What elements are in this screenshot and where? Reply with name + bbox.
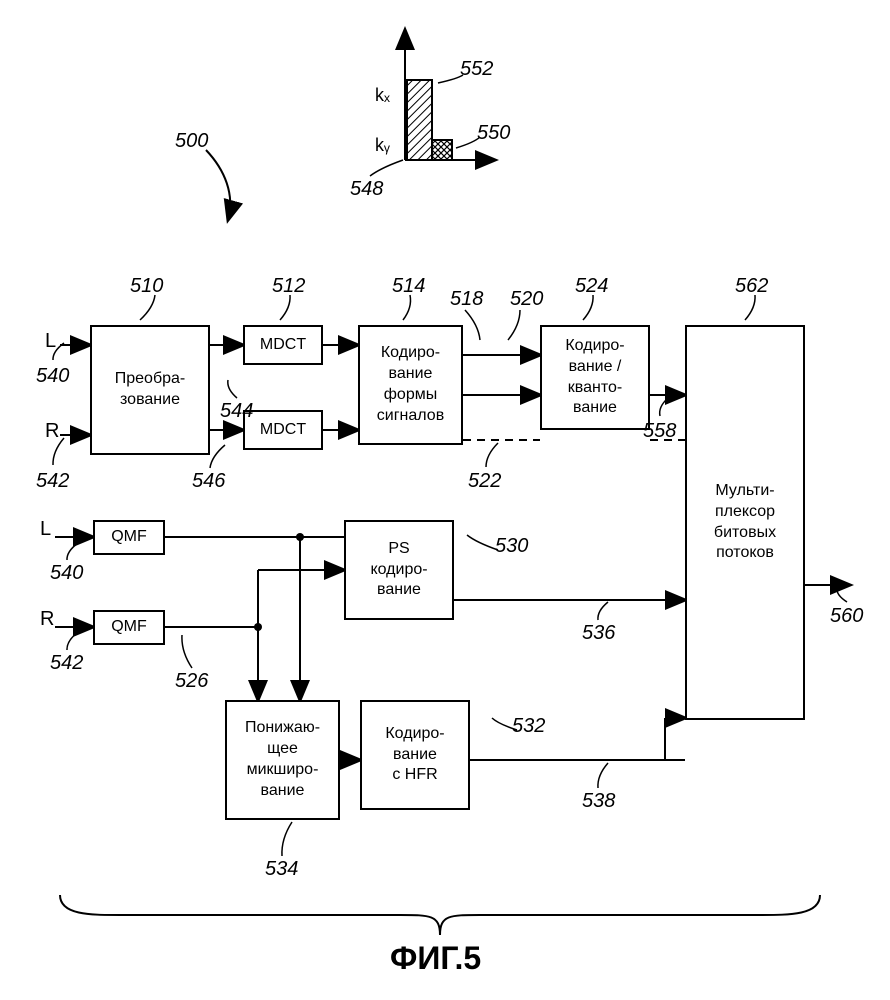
input-R2: R — [40, 608, 54, 631]
box-hfr: Кодиро-ваниес HFR — [360, 700, 470, 810]
ref-540b: 540 — [50, 562, 83, 585]
ref-520: 520 — [510, 288, 543, 311]
ref-540a: 540 — [36, 365, 69, 388]
ref-552: 552 — [460, 58, 493, 81]
input-L1: L — [45, 330, 56, 353]
ref-526: 526 — [175, 670, 208, 693]
ref-542b: 542 — [50, 652, 83, 675]
ref-558: 558 — [643, 420, 676, 443]
ref-532: 532 — [512, 715, 545, 738]
box-mdct1: MDCT — [243, 325, 323, 365]
ref-550: 550 — [477, 122, 510, 145]
box-qmf1: QMF — [93, 520, 165, 555]
ref-500: 500 — [175, 130, 208, 153]
ref-530: 530 — [495, 535, 528, 558]
label-kx: kₓ — [375, 85, 390, 106]
box-downmix: Понижаю-щеемикширо-вание — [225, 700, 340, 820]
ref-514: 514 — [392, 275, 425, 298]
box-ps: PSкодиро-вание — [344, 520, 454, 620]
label-ky: kᵧ — [375, 135, 390, 156]
ref-518: 518 — [450, 288, 483, 311]
input-L2: L — [40, 518, 51, 541]
diagram-canvas: Преобра-зование MDCT MDCT Кодиро-ваниефо… — [0, 0, 890, 1000]
ref-510: 510 — [130, 275, 163, 298]
ref-522: 522 — [468, 470, 501, 493]
box-kodform: Кодиро-ваниеформысигналов — [358, 325, 463, 445]
ref-524: 524 — [575, 275, 608, 298]
ref-560: 560 — [830, 605, 863, 628]
box-qmf2: QMF — [93, 610, 165, 645]
ref-542a: 542 — [36, 470, 69, 493]
ref-536: 536 — [582, 622, 615, 645]
box-mux: Мульти-плексорбитовыхпотоков — [685, 325, 805, 720]
ref-534: 534 — [265, 858, 298, 881]
ref-512: 512 — [272, 275, 305, 298]
ref-538: 538 — [582, 790, 615, 813]
box-mdct2: MDCT — [243, 410, 323, 450]
ref-546: 546 — [192, 470, 225, 493]
ref-544: 544 — [220, 400, 253, 423]
input-R1: R — [45, 420, 59, 443]
ref-562: 562 — [735, 275, 768, 298]
box-preobraz: Преобра-зование — [90, 325, 210, 455]
box-kodkvant: Кодиро-вание /кванто-вание — [540, 325, 650, 430]
figure-title: ФИГ.5 — [390, 940, 481, 977]
ref-548: 548 — [350, 178, 383, 201]
